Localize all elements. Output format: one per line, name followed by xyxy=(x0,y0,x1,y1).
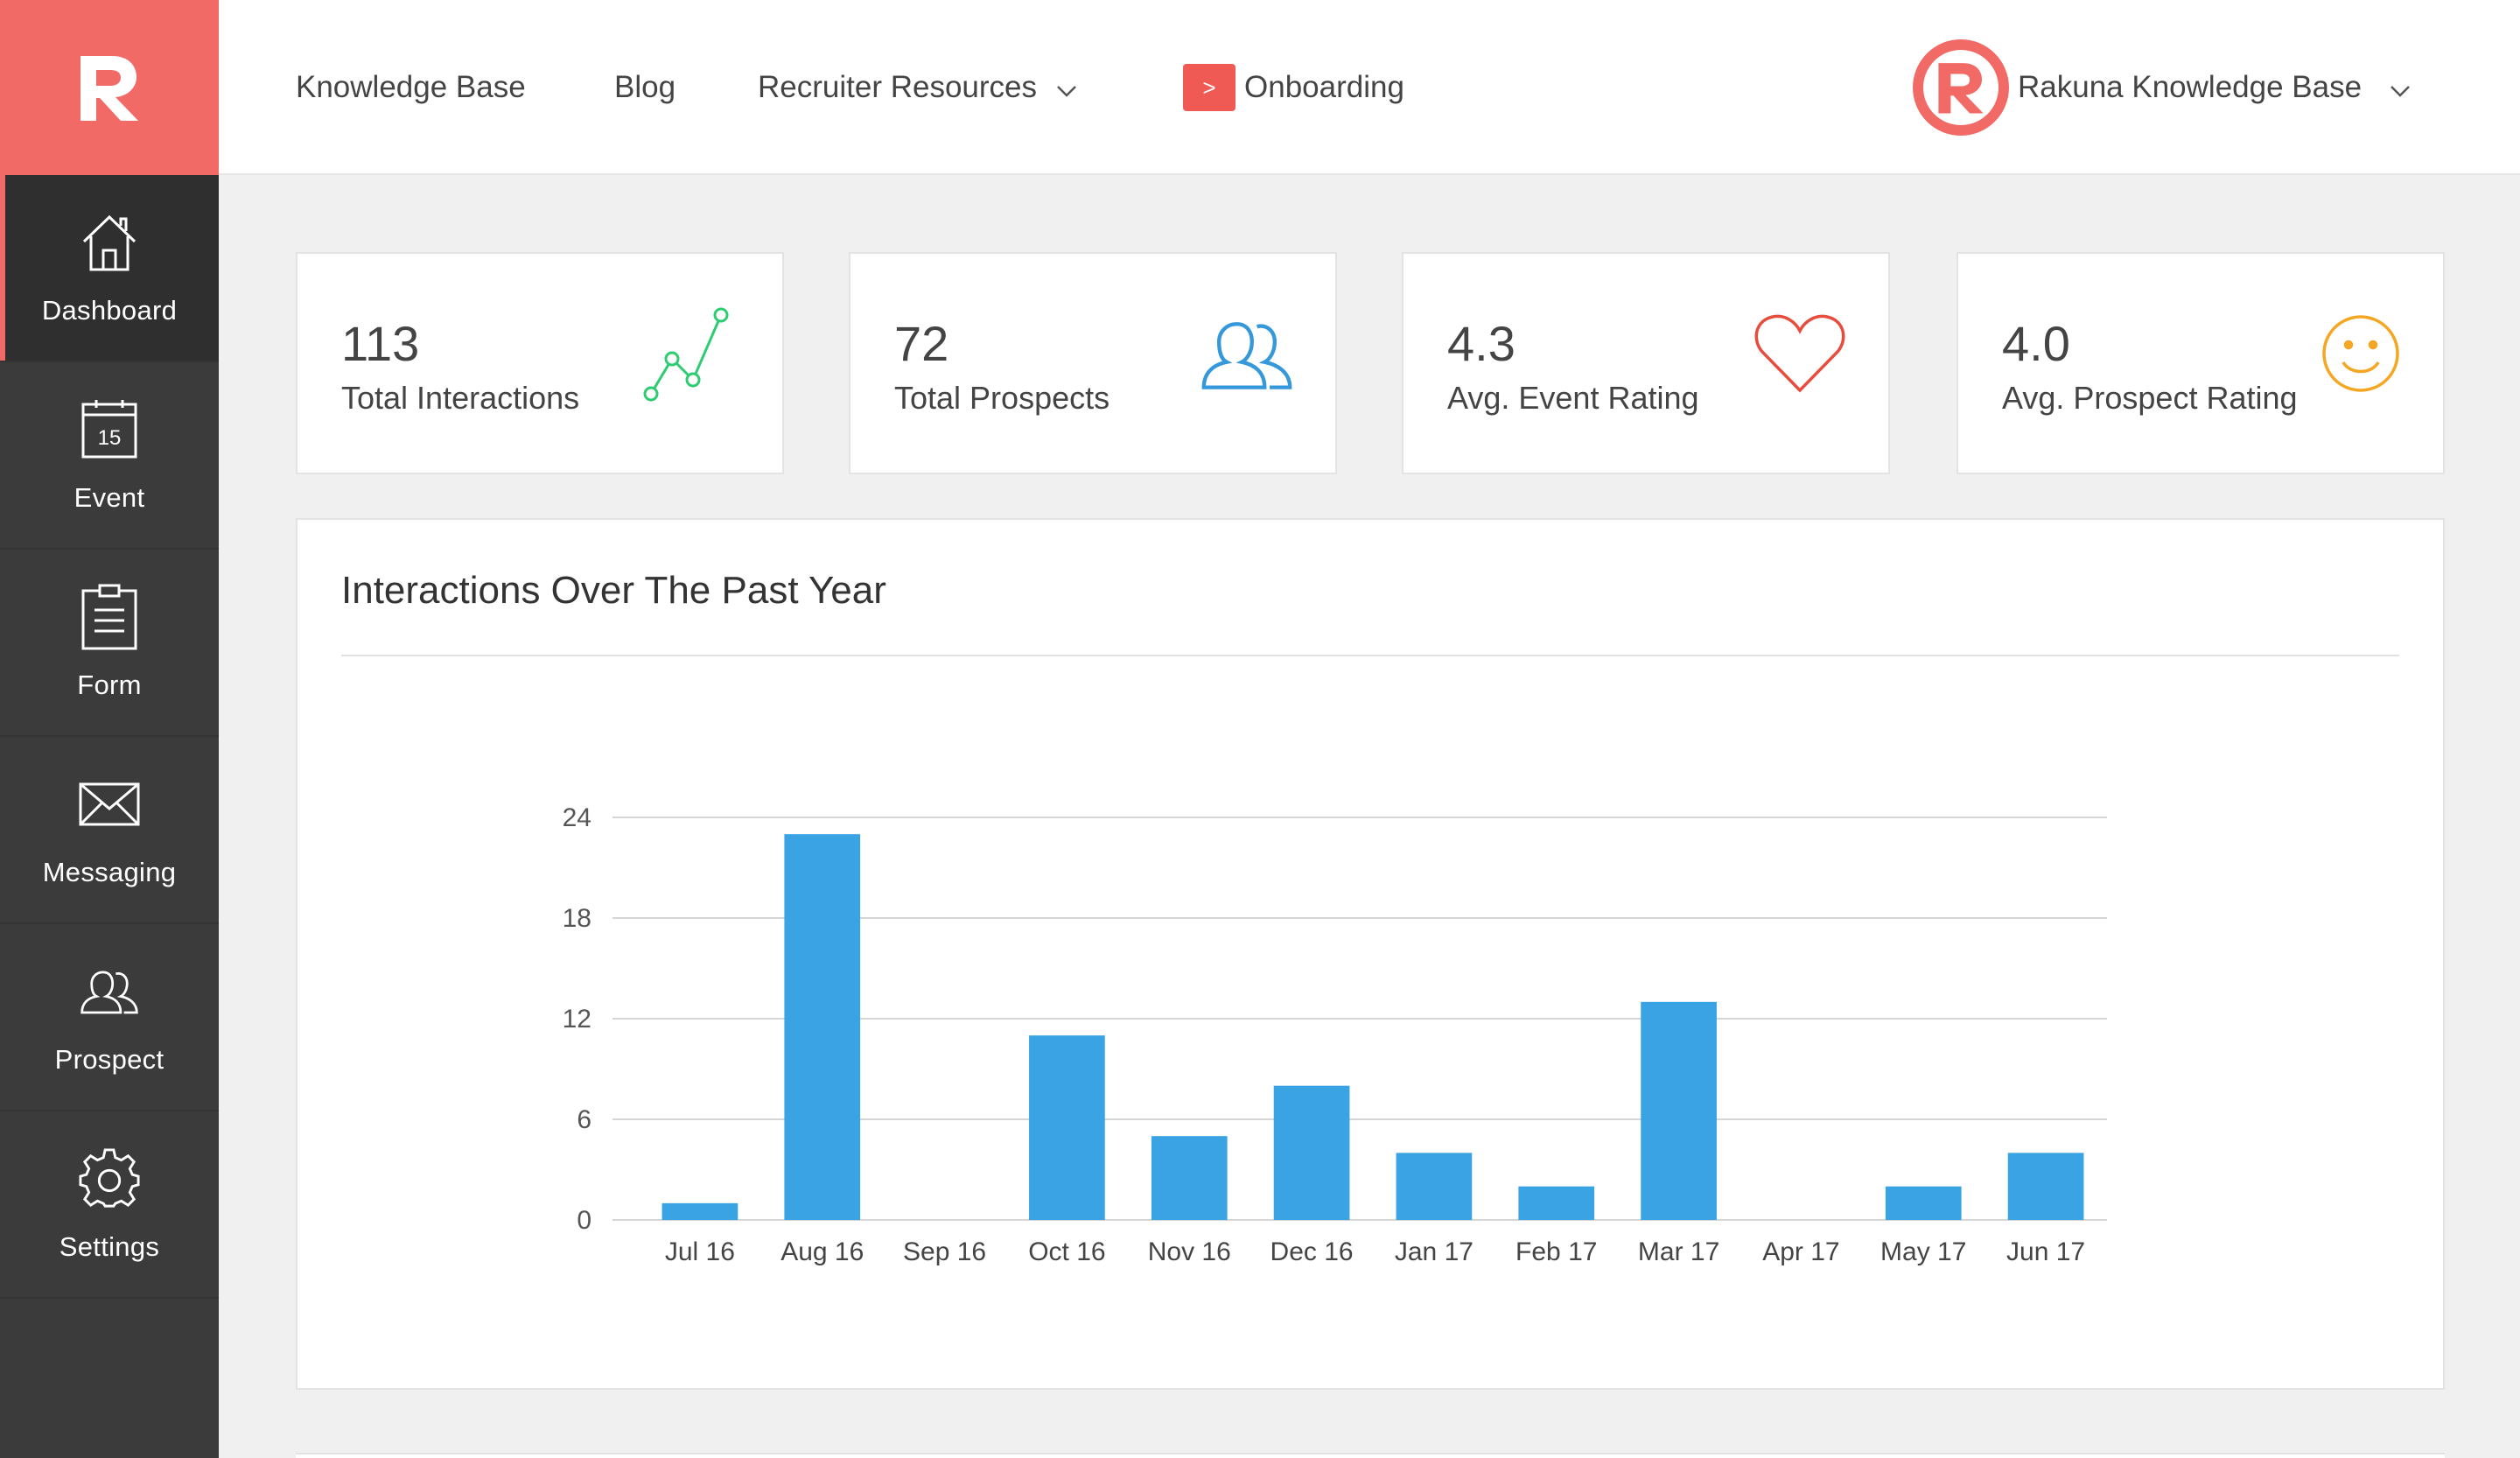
x-tick-label: Jul 16 xyxy=(665,1237,735,1266)
bar xyxy=(1273,1085,1350,1220)
stat-card-total-prospects: 72 Total Prospects xyxy=(849,252,1337,474)
sidebar-item-label: Prospect xyxy=(54,1044,164,1075)
clipboard-icon xyxy=(79,584,140,650)
stat-value: 4.3 xyxy=(1447,316,1516,371)
bar xyxy=(1885,1186,1962,1220)
envelope-icon xyxy=(79,771,140,838)
bar xyxy=(784,834,861,1220)
sidebar-item-prospect[interactable]: Prospect xyxy=(0,924,219,1111)
nav-link-blog[interactable]: Blog xyxy=(614,0,676,175)
bar xyxy=(662,1202,738,1220)
sidebar-item-form[interactable]: Form xyxy=(0,550,219,737)
nav-link-label: Recruiter Resources xyxy=(758,70,1037,104)
nav-link-label: Knowledge Base xyxy=(296,70,526,104)
stat-value: 113 xyxy=(341,316,420,371)
nav-link-label: Blog xyxy=(614,70,676,104)
smiley-icon xyxy=(2317,306,2422,411)
next-panel-edge xyxy=(296,1453,2445,1458)
nav-link-onboarding[interactable]: > Onboarding xyxy=(1183,0,1404,175)
top-navbar: Knowledge Base Blog Recruiter Resources … xyxy=(219,0,2520,175)
sidebar: Dashboard 15 Event Form Messaging xyxy=(0,0,219,1458)
trend-line-icon xyxy=(639,306,744,411)
divider xyxy=(341,655,2399,656)
calendar-icon: 15 xyxy=(79,396,140,463)
y-tick-label: 18 xyxy=(563,904,592,933)
stat-label: Total Interactions xyxy=(341,380,580,416)
bar xyxy=(1151,1136,1228,1220)
rakuna-logo[interactable] xyxy=(0,0,219,175)
sidebar-item-label: Event xyxy=(74,482,145,513)
chevron-down-icon xyxy=(1056,70,1077,105)
sidebar-item-event[interactable]: 15 Event xyxy=(0,362,219,550)
nav-link-label: Onboarding xyxy=(1244,70,1404,104)
stat-card-avg-prospect-rating: 4.0 Avg. Prospect Rating xyxy=(1956,252,2445,474)
bar xyxy=(1641,1001,1717,1220)
x-tick-label: Oct 16 xyxy=(1028,1237,1105,1266)
bar xyxy=(1396,1153,1473,1220)
users-icon xyxy=(79,958,140,1025)
sidebar-item-dashboard[interactable]: Dashboard xyxy=(0,175,219,362)
bar xyxy=(2007,1153,2084,1220)
x-tick-label: Jan 17 xyxy=(1395,1237,1474,1266)
sidebar-item-label: Settings xyxy=(59,1231,160,1262)
x-tick-label: Apr 17 xyxy=(1762,1237,1839,1266)
sidebar-item-label: Form xyxy=(77,669,142,700)
sidebar-item-messaging[interactable]: Messaging xyxy=(0,737,219,924)
sidebar-item-settings[interactable]: Settings xyxy=(0,1111,219,1299)
avatar xyxy=(1913,39,2009,136)
heart-icon xyxy=(1752,306,1857,411)
stat-label: Total Prospects xyxy=(894,380,1110,416)
account-name: Rakuna Knowledge Base xyxy=(2018,70,2362,104)
x-tick-label: Aug 16 xyxy=(780,1237,864,1266)
stat-card-avg-event-rating: 4.3 Avg. Event Rating xyxy=(1402,252,1890,474)
onboarding-badge: > xyxy=(1183,64,1236,111)
y-tick-label: 12 xyxy=(563,1005,592,1034)
chart-title: Interactions Over The Past Year xyxy=(341,569,886,612)
y-tick-label: 0 xyxy=(577,1206,592,1235)
gear-icon xyxy=(79,1146,140,1212)
x-tick-label: Jun 17 xyxy=(2006,1237,2085,1266)
bar xyxy=(1029,1035,1105,1220)
stat-value: 72 xyxy=(894,316,949,371)
x-tick-label: May 17 xyxy=(1880,1237,1966,1266)
x-tick-label: Sep 16 xyxy=(903,1237,986,1266)
nav-link-knowledge-base[interactable]: Knowledge Base xyxy=(296,0,526,175)
home-icon xyxy=(79,209,140,276)
nav-dropdown-recruiter-resources[interactable]: Recruiter Resources xyxy=(758,0,1077,175)
stat-label: Avg. Prospect Rating xyxy=(2002,380,2298,416)
bar xyxy=(1518,1186,1595,1220)
y-tick-label: 6 xyxy=(577,1105,592,1134)
svg-text:15: 15 xyxy=(98,426,122,450)
bar-chart: 0 6 12 18 24 Jul 16 Aug 16 Sep 16 Oct 16 Nov 16 De… xyxy=(563,803,2107,1266)
users-icon xyxy=(1199,306,1304,411)
x-tick-label: Dec 16 xyxy=(1270,1237,1354,1266)
chevron-down-icon xyxy=(2390,70,2411,105)
x-tick-label: Mar 17 xyxy=(1638,1237,1719,1266)
rakuna-logo-icon xyxy=(80,56,138,121)
x-tick-label: Feb 17 xyxy=(1516,1237,1597,1266)
sidebar-item-label: Dashboard xyxy=(41,295,178,326)
sidebar-item-label: Messaging xyxy=(42,857,177,887)
x-tick-label: Nov 16 xyxy=(1148,1237,1231,1266)
account-dropdown[interactable]: Rakuna Knowledge Base xyxy=(1913,0,2411,175)
stat-value: 4.0 xyxy=(2002,316,2070,371)
stat-card-total-interactions: 113 Total Interactions xyxy=(296,252,784,474)
chart-panel: Interactions Over The Past Year 0 6 12 18 24… xyxy=(296,518,2445,1390)
y-tick-label: 24 xyxy=(563,803,592,832)
stat-label: Avg. Event Rating xyxy=(1447,380,1699,416)
